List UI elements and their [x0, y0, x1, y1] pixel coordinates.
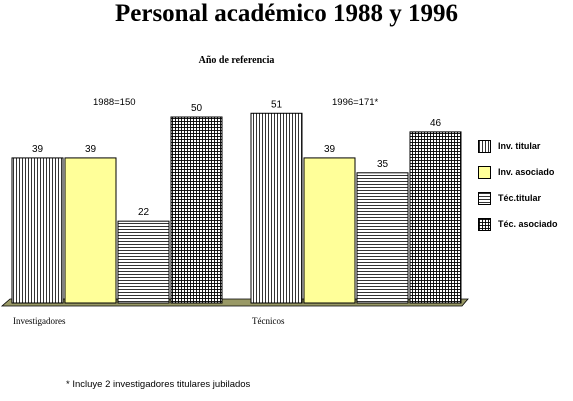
chart-footnote: * Incluye 2 investigadores titulares jub… [66, 379, 251, 390]
legend-item: Téc. asociado [478, 211, 573, 237]
bar-investigadores-0 [11, 157, 64, 304]
bar-t-cnicos-0 [250, 112, 303, 304]
legend-label: Inv. titular [498, 141, 541, 151]
legend-item: Inv. asociado [478, 159, 573, 185]
bar-value-label: 51 [271, 99, 283, 110]
bar-value-label: 39 [32, 144, 44, 155]
bar-value-label: 22 [138, 207, 150, 218]
chart-legend: Inv. titular Inv. asociado Téc.titular Téc.… [478, 133, 573, 237]
bar-value-label: 39 [85, 144, 97, 155]
bar-t-cnicos-1 [303, 157, 356, 304]
legend-swatch [478, 217, 491, 231]
chart-title: Personal académico 1988 y 1996 [114, 0, 458, 27]
legend-swatch [478, 191, 491, 205]
bar-value-label: 35 [377, 159, 389, 170]
legend-label: Téc. asociado [498, 219, 558, 229]
group-total-1996: 1996=171* [332, 97, 379, 108]
bar-t-cnicos-2 [356, 172, 409, 304]
bar-t-cnicos-3 [409, 131, 462, 304]
legend-label: Inv. asociado [498, 167, 555, 177]
chart-subtitle: Año de referencia [198, 55, 275, 66]
bar-investigadores-3 [170, 116, 223, 304]
legend-swatch [478, 139, 491, 153]
legend-label: Téc.titular [498, 193, 542, 203]
legend-swatch [478, 165, 491, 179]
legend-item: Inv. titular [478, 133, 573, 159]
bar-value-label: 46 [430, 118, 442, 129]
bar-investigadores-1 [64, 157, 117, 304]
bar-investigadores-2 [117, 220, 170, 304]
bar-value-label: 39 [324, 144, 336, 155]
category-label: Técnicos [252, 316, 285, 326]
group-total-1988: 1988=150 [93, 97, 136, 108]
legend-item: Téc.titular [478, 185, 573, 211]
category-label: Investigadores [13, 316, 66, 326]
bar-value-label: 50 [191, 103, 203, 114]
